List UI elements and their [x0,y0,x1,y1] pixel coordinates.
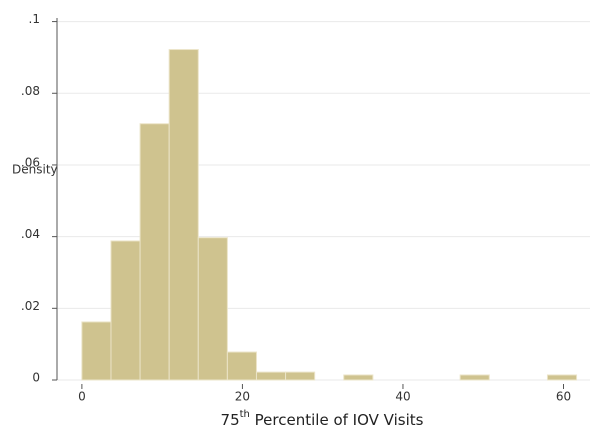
bar [197,237,228,381]
x-label-superscript: th [240,409,250,420]
bar [226,351,257,381]
bar [546,374,578,381]
y-tick-label: 0 [32,371,40,385]
bar [343,374,374,381]
y-tick-label: .08 [21,84,40,98]
bar [110,240,141,381]
x-label-text: Percentile of IOV Visits [250,411,424,429]
bar [255,371,287,381]
y-tick-label: .06 [21,155,40,169]
y-tick-label: .04 [21,227,40,241]
bar [81,321,112,381]
bar [459,374,490,381]
x-tick-label: 40 [395,390,410,404]
x-label-number: 75 [221,411,240,429]
y-tick-label: .02 [21,299,40,313]
x-tick-label: 0 [78,390,86,404]
x-axis-label: 75th Percentile of IOV Visits [221,409,424,429]
y-axis-label: Density [12,163,58,177]
bar [285,371,316,381]
bar [139,123,170,381]
x-tick-label: 60 [556,390,571,404]
x-tick-label: 20 [235,390,250,404]
y-tick-label: .1 [29,12,40,26]
bar [168,49,199,381]
